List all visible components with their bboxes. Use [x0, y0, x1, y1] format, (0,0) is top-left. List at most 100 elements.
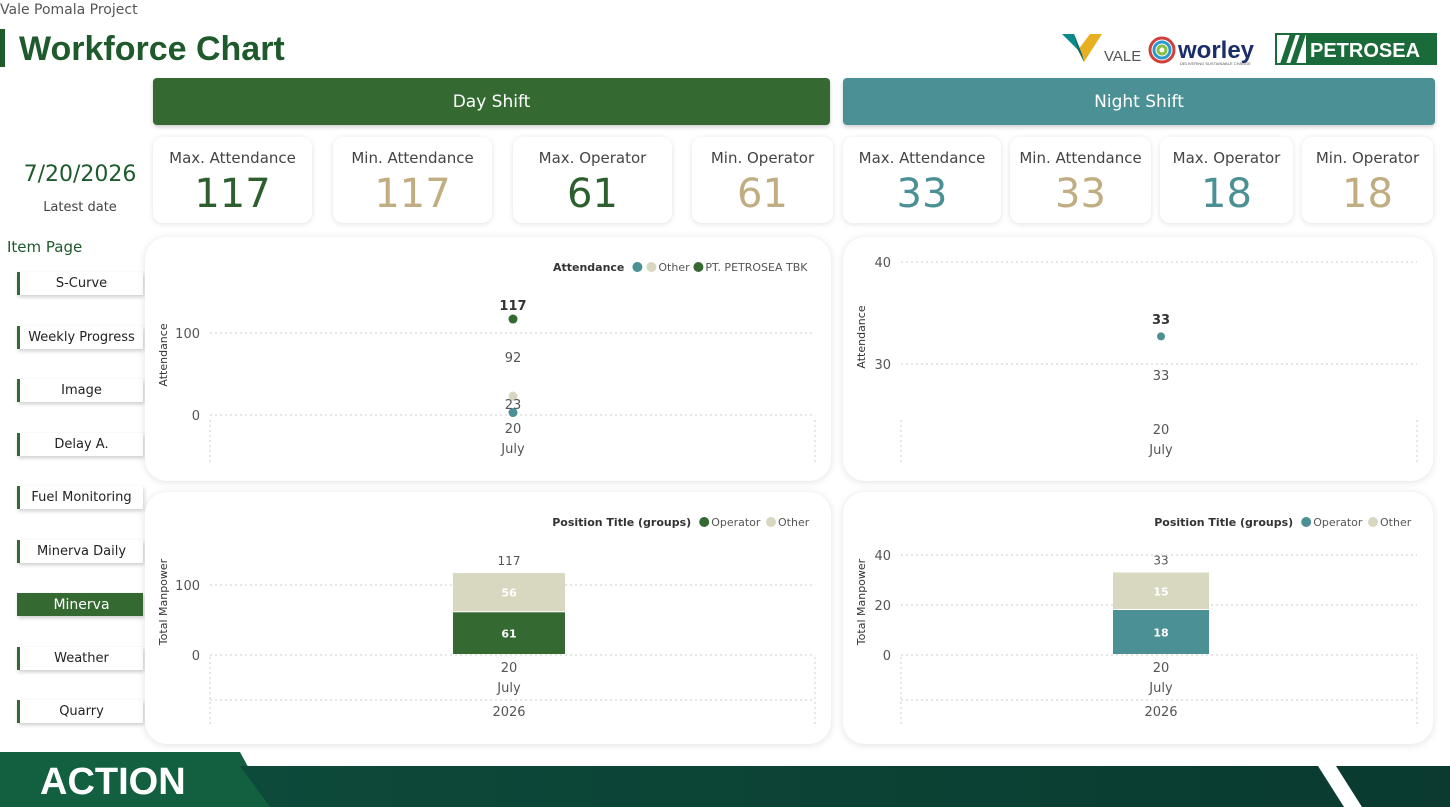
legend-marker [1368, 517, 1378, 527]
x-tick-sublabel: July [1148, 443, 1173, 458]
day-manpower-chart: Operator Other Position Title (groups) 0 100… [145, 492, 831, 744]
card-value: 33 [1055, 171, 1106, 217]
y-tick-label: 100 [175, 579, 200, 594]
partner-logos: VALE worley DELIVERING SUSTAINABLE CHANG… [1062, 33, 1437, 66]
y-tick-label: 0 [192, 649, 200, 664]
day-shift-button[interactable]: Day Shift [153, 78, 830, 125]
item-page-heading: Item Page [7, 238, 83, 256]
card-value: 61 [567, 171, 618, 217]
legend-marker [693, 262, 704, 272]
page-title: Workforce Chart [0, 29, 285, 69]
night-attendance-chart: 30 40 Attendance 33 33 20 July [843, 237, 1433, 481]
legend-item-label: Other [778, 516, 810, 529]
x-tick-sublabel: July [500, 442, 525, 457]
legend-marker [766, 517, 776, 527]
day-attendance-svg: Other PT. PETROSEA TBK Attendance 0 100 Atten… [157, 261, 816, 462]
data-label: 33 [1152, 313, 1170, 328]
nav-minerva[interactable]: Minerva [17, 593, 143, 616]
legend-item-label: Other [658, 261, 690, 274]
bar-value-label: 56 [501, 587, 517, 600]
legend-title: Position Title (groups) [552, 516, 691, 529]
nav-fuel-monitoring[interactable]: Fuel Monitoring [17, 486, 143, 509]
nav-minerva-daily[interactable]: Minerva Daily [17, 540, 143, 563]
card-label: Min. Attendance [1019, 149, 1142, 167]
card-label: Max. Attendance [169, 149, 296, 167]
day-min-operator-card: Min. Operator 61 [692, 137, 833, 223]
data-point [508, 408, 518, 418]
bar-segment [453, 612, 565, 654]
latest-date-label: Latest date [43, 200, 117, 215]
data-point [508, 391, 518, 401]
svg-text:DELIVERING SUSTAINABLE CHANGE: DELIVERING SUSTAINABLE CHANGE [1180, 61, 1251, 66]
legend-title: Attendance [553, 261, 624, 274]
svg-text:VALE: VALE [1104, 48, 1141, 65]
nav-s-curve[interactable]: S-Curve [17, 272, 143, 295]
y-tick-label: 30 [874, 358, 891, 373]
card-value: 18 [1201, 171, 1252, 217]
y-tick-label: 0 [883, 649, 891, 664]
legend-marker [1301, 517, 1312, 527]
day-min-attendance-card: Min. Attendance 117 [333, 137, 492, 223]
nav-quarry[interactable]: Quarry [17, 700, 143, 723]
svg-text:PETROSEA: PETROSEA [1310, 40, 1420, 62]
bar-value-label: 61 [501, 628, 516, 641]
svg-text:worley: worley [1177, 37, 1255, 64]
latest-date: 7/20/2026 [23, 162, 137, 187]
legend-item-label: Other [1380, 516, 1412, 529]
bar-segment [453, 573, 565, 612]
card-value: 18 [1342, 171, 1393, 217]
bar-segment [1113, 610, 1209, 654]
card-label: Max. Attendance [858, 149, 986, 167]
x-tick-year: 2026 [1144, 705, 1177, 720]
card-label: Min. Operator [710, 149, 815, 167]
x-tick-sublabel: July [1148, 681, 1173, 696]
nav-weekly-progress[interactable]: Weekly Progress [17, 326, 143, 349]
x-tick-label: 20 [1153, 423, 1170, 438]
bar-total-label: 117 [498, 554, 521, 568]
night-shift-button[interactable]: Night Shift [843, 78, 1435, 125]
legend-title: Position Title (groups) [1154, 516, 1293, 529]
day-max-attendance-card: Max. Attendance 117 [153, 137, 312, 223]
card-label: Min. Attendance [351, 149, 474, 167]
card-value: 33 [896, 171, 948, 217]
worley-logo: worley DELIVERING SUSTAINABLE CHANGE [1148, 36, 1255, 66]
bar-value-label: 18 [1153, 627, 1168, 640]
x-tick-year: 2026 [492, 705, 525, 720]
nav-image[interactable]: Image [17, 379, 143, 402]
nav-delay[interactable]: Delay A. [17, 433, 143, 456]
legend-marker [646, 262, 657, 272]
card-label: Max. Operator [1172, 149, 1281, 167]
legend-item-label: Operator [711, 516, 761, 529]
y-tick-label: 100 [175, 327, 200, 342]
x-tick-label: 20 [505, 422, 522, 437]
data-label: 23 [505, 398, 522, 413]
day-manpower-svg: Operator Other Position Title (groups) 0 100… [157, 516, 816, 724]
y-tick-label: 40 [874, 256, 891, 271]
data-point [1157, 332, 1165, 341]
night-manpower-svg: Operator Other Position Title (groups) 0 20 4… [855, 516, 1418, 724]
bar-value-label: 15 [1153, 585, 1168, 598]
y-tick-label: 0 [192, 409, 200, 424]
bar-segment [1113, 572, 1209, 609]
night-min-operator-card: Min. Operator 18 [1302, 137, 1433, 223]
day-max-operator-card: Max. Operator 61 [513, 137, 672, 223]
data-label: 92 [505, 351, 522, 366]
night-manpower-chart: Operator Other Position Title (groups) 0 20 4… [843, 492, 1433, 744]
x-tick-label: 20 [501, 661, 518, 676]
data-label: 33 [1153, 369, 1170, 384]
legend-marker [632, 262, 643, 272]
y-tick-label: 40 [874, 549, 891, 564]
y-axis-label: Total Manpower [855, 558, 868, 646]
card-value: 117 [194, 171, 271, 217]
x-tick-label: 20 [1153, 661, 1170, 676]
night-max-operator-card: Max. Operator 18 [1160, 137, 1293, 223]
y-axis-label: Total Manpower [157, 558, 170, 646]
night-min-attendance-card: Min. Attendance 33 [1010, 137, 1151, 223]
project-name: Vale Pomala Project [0, 2, 138, 18]
nav-weather[interactable]: Weather [17, 647, 143, 670]
day-attendance-chart: Other PT. PETROSEA TBK Attendance 0 100 Atten… [145, 237, 831, 481]
y-tick-label: 20 [874, 599, 891, 614]
card-label: Min. Operator [1315, 149, 1420, 167]
petrosea-logo: PETROSEA [1275, 33, 1437, 65]
footer-banner: ACTION [0, 752, 1450, 807]
